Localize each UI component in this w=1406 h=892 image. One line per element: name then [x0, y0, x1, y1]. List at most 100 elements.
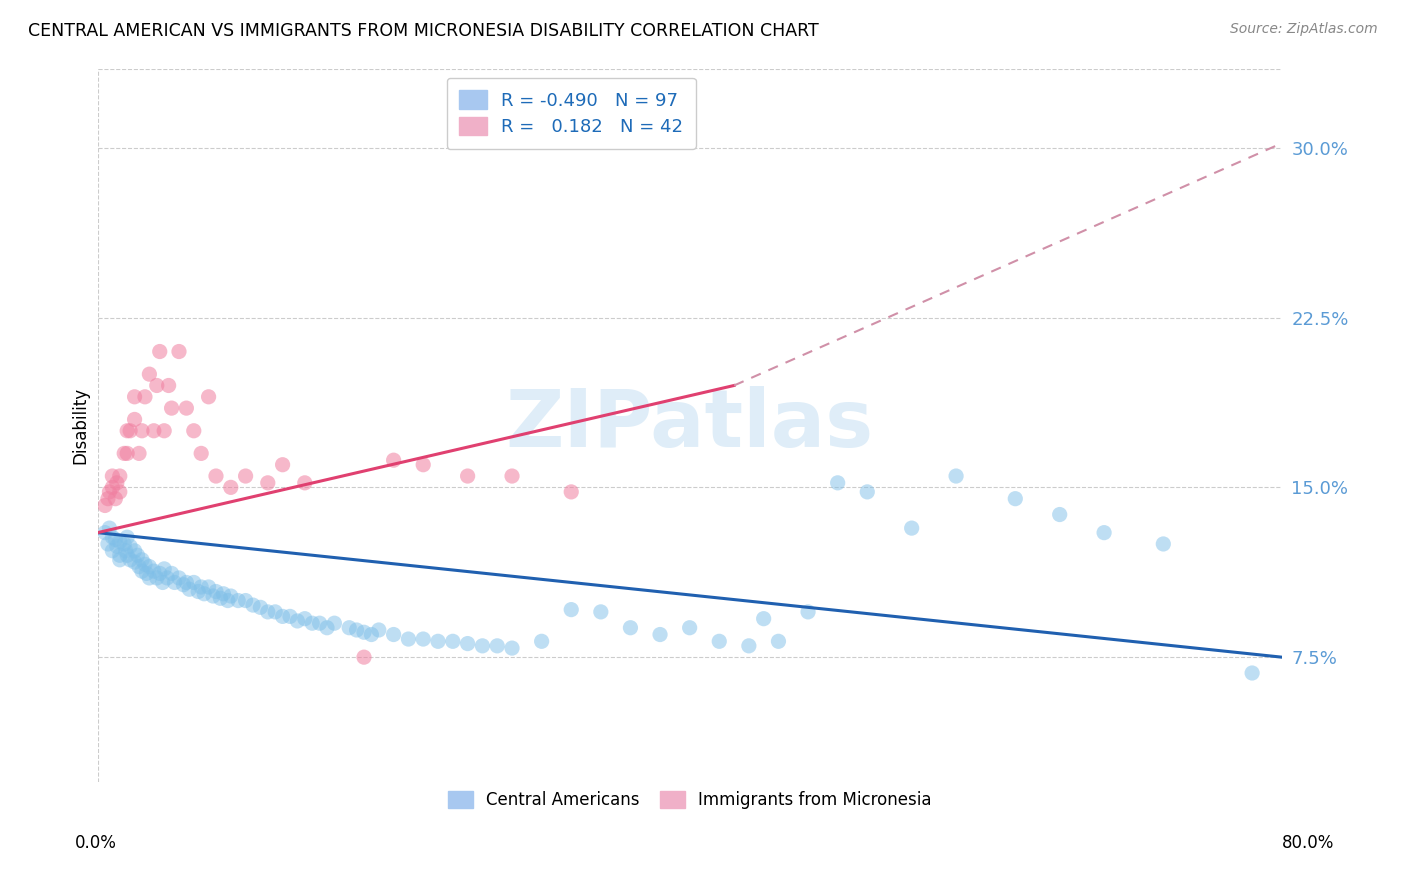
- Point: [97, 537, 120, 551]
- Point: [235, 593, 257, 607]
- Point: [131, 564, 153, 578]
- Point: [382, 627, 405, 641]
- Point: [134, 558, 156, 572]
- Point: [353, 625, 375, 640]
- Point: [120, 424, 142, 438]
- Point: [457, 469, 479, 483]
- Point: [202, 589, 225, 603]
- Point: [115, 424, 138, 438]
- Point: [1049, 508, 1071, 522]
- Point: [128, 446, 150, 460]
- Text: Source: ZipAtlas.com: Source: ZipAtlas.com: [1230, 22, 1378, 37]
- Point: [1152, 537, 1174, 551]
- Point: [108, 549, 131, 563]
- Point: [752, 612, 775, 626]
- Point: [142, 424, 165, 438]
- Point: [112, 446, 135, 460]
- Point: [353, 650, 375, 665]
- Point: [1004, 491, 1026, 506]
- Point: [176, 401, 198, 416]
- Point: [124, 390, 146, 404]
- Point: [183, 575, 205, 590]
- Point: [134, 390, 156, 404]
- Point: [441, 634, 464, 648]
- Point: [124, 555, 146, 569]
- Point: [337, 621, 360, 635]
- Point: [167, 571, 190, 585]
- Point: [209, 591, 232, 606]
- Point: [219, 589, 242, 603]
- Point: [98, 484, 121, 499]
- Point: [101, 530, 124, 544]
- Point: [101, 469, 124, 483]
- Point: [160, 401, 183, 416]
- Point: [212, 587, 235, 601]
- Point: [172, 578, 194, 592]
- Point: [156, 571, 179, 585]
- Point: [105, 539, 128, 553]
- Point: [1241, 665, 1264, 680]
- Point: [648, 627, 671, 641]
- Point: [153, 424, 176, 438]
- Point: [294, 612, 316, 626]
- Point: [271, 609, 294, 624]
- Point: [131, 424, 153, 438]
- Point: [709, 634, 731, 648]
- Point: [679, 621, 702, 635]
- Point: [346, 623, 368, 637]
- Point: [316, 621, 339, 635]
- Text: 0.0%: 0.0%: [75, 834, 117, 852]
- Point: [205, 584, 228, 599]
- Point: [412, 632, 434, 646]
- Point: [112, 537, 135, 551]
- Text: CENTRAL AMERICAN VS IMMIGRANTS FROM MICRONESIA DISABILITY CORRELATION CHART: CENTRAL AMERICAN VS IMMIGRANTS FROM MICR…: [28, 22, 818, 40]
- Point: [271, 458, 294, 472]
- Point: [205, 469, 228, 483]
- Point: [108, 534, 131, 549]
- Point: [105, 475, 128, 490]
- Point: [589, 605, 612, 619]
- Point: [768, 634, 790, 648]
- Point: [104, 533, 127, 547]
- Point: [108, 553, 131, 567]
- Point: [108, 484, 131, 499]
- Point: [142, 564, 165, 578]
- Point: [94, 499, 117, 513]
- Point: [323, 616, 346, 631]
- Point: [183, 424, 205, 438]
- Point: [738, 639, 761, 653]
- Point: [382, 453, 405, 467]
- Point: [98, 521, 121, 535]
- Point: [471, 639, 494, 653]
- Point: [138, 559, 160, 574]
- Point: [501, 641, 523, 656]
- Point: [226, 593, 249, 607]
- Point: [256, 475, 278, 490]
- Point: [127, 549, 149, 563]
- Point: [900, 521, 922, 535]
- Point: [115, 549, 138, 563]
- Point: [278, 609, 301, 624]
- Point: [827, 475, 849, 490]
- Point: [138, 367, 160, 381]
- Point: [560, 602, 582, 616]
- Point: [160, 566, 183, 581]
- Point: [457, 637, 479, 651]
- Point: [242, 598, 264, 612]
- Point: [149, 566, 172, 581]
- Point: [367, 623, 389, 637]
- Point: [797, 605, 820, 619]
- Point: [138, 571, 160, 585]
- Point: [256, 605, 278, 619]
- Point: [97, 491, 120, 506]
- Point: [486, 639, 509, 653]
- Text: ZIPatlas: ZIPatlas: [506, 386, 873, 464]
- Point: [115, 446, 138, 460]
- Text: 80.0%: 80.0%: [1281, 834, 1334, 852]
- Point: [104, 491, 127, 506]
- Point: [197, 390, 219, 404]
- Point: [120, 553, 142, 567]
- Point: [167, 344, 190, 359]
- Point: [1092, 525, 1115, 540]
- Point: [412, 458, 434, 472]
